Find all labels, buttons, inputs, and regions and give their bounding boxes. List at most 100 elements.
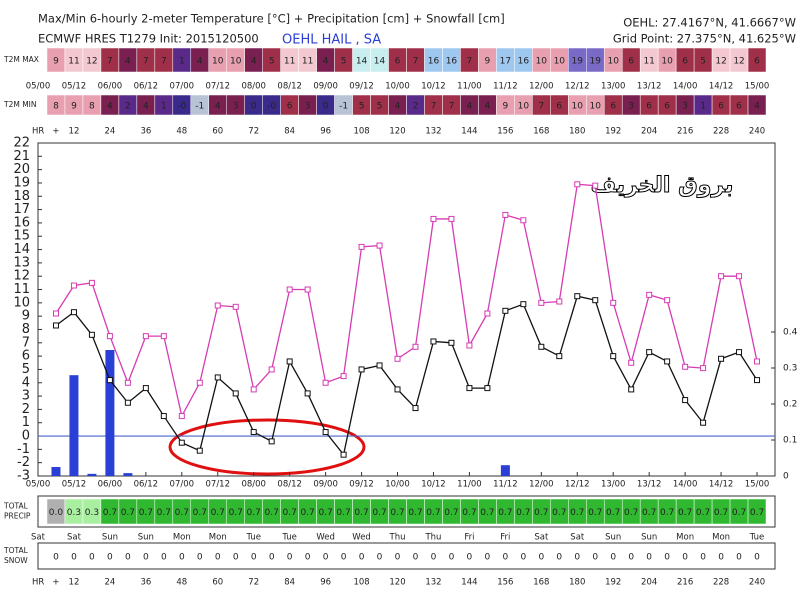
point [106, 333, 113, 340]
day-label: Wed [352, 533, 371, 543]
strip-value: 10 [572, 102, 584, 112]
strip-value: 8 [53, 102, 59, 112]
x-tick-label: 05/12 [62, 480, 87, 490]
point [178, 439, 185, 446]
point [124, 399, 131, 406]
strip-value: 0 [700, 553, 706, 563]
strip-value: 10 [536, 57, 548, 67]
hour-label: 72 [248, 578, 259, 588]
point [88, 331, 95, 338]
strip-value: 0 [754, 553, 760, 563]
strip-value: 12 [86, 57, 97, 67]
x-tick-label: 14/12 [709, 82, 734, 92]
point [250, 429, 257, 436]
point [538, 299, 545, 306]
point [232, 390, 239, 397]
strip-value: 4 [323, 57, 329, 67]
point [430, 338, 437, 345]
strip-value: 0.7 [678, 508, 692, 518]
hour-label: + [52, 127, 59, 137]
watermark: بروق الخريف [591, 173, 734, 198]
y-tick-label: -1 [17, 442, 30, 457]
hour-label: 48 [176, 578, 187, 588]
strip-value: 0.7 [480, 508, 494, 518]
strip-value: 0.7 [624, 508, 638, 518]
strip-value: 10 [518, 102, 530, 112]
station: OEHL HAIL , SA [282, 33, 381, 48]
strip-value: -0 [267, 102, 276, 112]
hour-label: 60 [212, 578, 223, 588]
hour-label: 144 [461, 578, 477, 588]
point [376, 242, 383, 249]
strip-value: 0 [215, 553, 221, 563]
point [592, 182, 599, 189]
point [556, 298, 563, 305]
strip-value: 1 [161, 102, 167, 112]
x-tick-label: 12/00 [529, 82, 554, 92]
strip-value: 0.7 [247, 508, 261, 518]
strip-value: -1 [195, 102, 204, 112]
hour-label: 204 [641, 578, 657, 588]
point [610, 299, 617, 306]
hour-label: 24 [104, 127, 115, 137]
point [286, 286, 293, 293]
grid-point: Grid Point: 27.375°N, 41.625°W [613, 32, 796, 46]
hour-title: HR [32, 578, 44, 588]
hour-label: 132 [425, 127, 441, 137]
strip-value: 0 [718, 553, 724, 563]
strip-value: 5 [341, 57, 347, 67]
strip-value: 0.7 [300, 508, 314, 518]
day-label: Sat [570, 533, 585, 543]
strip-value: 6 [646, 102, 652, 112]
x-tick-label: 09/12 [349, 82, 374, 92]
x-tick-label: 11/00 [457, 480, 482, 490]
strip-value: 6 [754, 57, 760, 67]
strip-cell [747, 544, 767, 568]
day-label: Mon [173, 533, 191, 543]
strip-value: 0.7 [354, 508, 368, 518]
precip-bar [69, 375, 79, 476]
strip-value: 0 [377, 553, 383, 563]
hour-label: 96 [320, 578, 331, 588]
strip-value: 14 [374, 57, 386, 67]
strip-value: 7 [107, 57, 113, 67]
day-label: Sat [534, 533, 549, 543]
title: Max/Min 6-hourly 2-meter Temperature [°C… [38, 12, 505, 26]
strip-value: 0.7 [534, 508, 548, 518]
strip-value: 0.7 [570, 508, 584, 518]
strip-value: 14 [356, 57, 368, 67]
strip-value: 6 [664, 102, 670, 112]
strip-label: TOTAL [3, 502, 29, 511]
day-label: Tue [281, 533, 297, 543]
hour-label: 156 [497, 127, 513, 137]
hour-label: 144 [461, 127, 477, 137]
strip-value: 16 [446, 57, 458, 67]
strip-value: 0 [664, 553, 670, 563]
point [628, 386, 635, 393]
strip-value: 6 [682, 57, 688, 67]
strip-value: 4 [754, 102, 760, 112]
day-label: Thu [424, 533, 441, 543]
strip-value: 4 [251, 57, 257, 67]
strip-value: 0 [71, 553, 77, 563]
x-tick-label: 14/00 [673, 82, 698, 92]
x-tick-label: 11/00 [457, 82, 482, 92]
point [520, 301, 527, 308]
strip-value: 11 [302, 57, 313, 67]
point [358, 243, 365, 250]
strip-value: 10 [607, 57, 619, 67]
strip-value: 0.7 [408, 508, 422, 518]
point [196, 447, 203, 454]
strip-value: 0 [197, 553, 203, 563]
x-tick-label: 13/12 [637, 480, 662, 490]
hour-label: 24 [104, 578, 115, 588]
snow-frame [37, 542, 776, 570]
strip-value: 7 [431, 102, 437, 112]
point [304, 390, 311, 397]
hour-label: 228 [713, 127, 729, 137]
y-tick-label: -2 [17, 455, 30, 470]
strip-value: 11 [68, 57, 79, 67]
strip-value: 0.7 [606, 508, 620, 518]
y-tick-label: 17 [13, 202, 30, 217]
strip-label: TOTAL [3, 546, 29, 555]
